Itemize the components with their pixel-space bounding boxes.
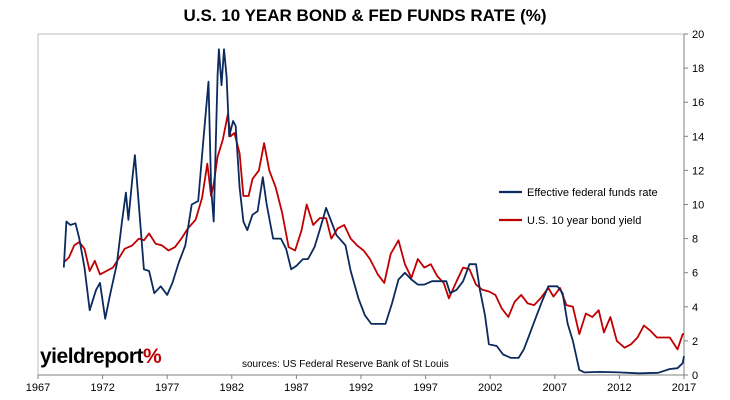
legend-item-10yr-bond-yield: U.S. 10 year bond yield bbox=[499, 215, 641, 227]
plot-border bbox=[37, 33, 685, 376]
x-tick-label: 1987 bbox=[284, 382, 308, 394]
y-tick-label: 8 bbox=[692, 234, 698, 246]
legend-item-fed-funds-rate: Effective federal funds rate bbox=[499, 187, 658, 199]
yieldreport-logo: yieldreport% bbox=[40, 345, 162, 369]
x-tick-label: 1997 bbox=[413, 382, 437, 394]
x-tick-label: 2012 bbox=[607, 382, 631, 394]
x-tick-label: 1977 bbox=[155, 382, 179, 394]
legend-label: U.S. 10 year bond yield bbox=[527, 215, 641, 227]
y-tick-label: 10 bbox=[692, 200, 704, 212]
logo-part-report: report bbox=[85, 345, 144, 368]
y-tick-label: 16 bbox=[692, 97, 704, 109]
x-tick-label: 2017 bbox=[672, 382, 696, 394]
y-tick-label: 14 bbox=[692, 131, 704, 143]
y-tick-label: 20 bbox=[692, 29, 704, 41]
y-axis: 0 2 4 6 8 10 12 14 16 18 20 bbox=[683, 29, 704, 382]
source-note: sources: US Federal Reserve Bank of St L… bbox=[242, 359, 449, 370]
legend: Effective federal funds rate U.S. 10 year… bbox=[499, 187, 658, 227]
series-line-10yr-bond-yield bbox=[63, 113, 684, 351]
x-tick-label: 1982 bbox=[220, 382, 244, 394]
logo-part-yield: yield bbox=[40, 345, 86, 368]
x-tick-label: 1972 bbox=[90, 382, 114, 394]
logo-part-percent: % bbox=[143, 345, 162, 368]
x-tick-label: 2007 bbox=[543, 382, 567, 394]
y-tick-label: 2 bbox=[692, 336, 698, 348]
x-tick-label: 1992 bbox=[349, 382, 373, 394]
y-tick-label: 0 bbox=[692, 370, 698, 382]
series-line-fed-funds-rate bbox=[62, 48, 685, 375]
plot-area bbox=[37, 33, 685, 376]
x-axis: 1967 1972 1977 1982 1987 1992 1997 2002 2007 2012… bbox=[26, 374, 696, 394]
legend-label: Effective federal funds rate bbox=[527, 187, 658, 199]
y-tick-label: 18 bbox=[692, 63, 704, 75]
chart-title: U.S. 10 YEAR BOND & FED FUNDS RATE (%) bbox=[183, 6, 547, 25]
y-tick-label: 12 bbox=[692, 165, 704, 177]
series-lines bbox=[62, 48, 685, 375]
x-tick-label: 2002 bbox=[478, 382, 502, 394]
x-tick-label: 1967 bbox=[26, 382, 50, 394]
y-tick-label: 6 bbox=[692, 268, 698, 280]
y-tick-label: 4 bbox=[692, 302, 698, 314]
